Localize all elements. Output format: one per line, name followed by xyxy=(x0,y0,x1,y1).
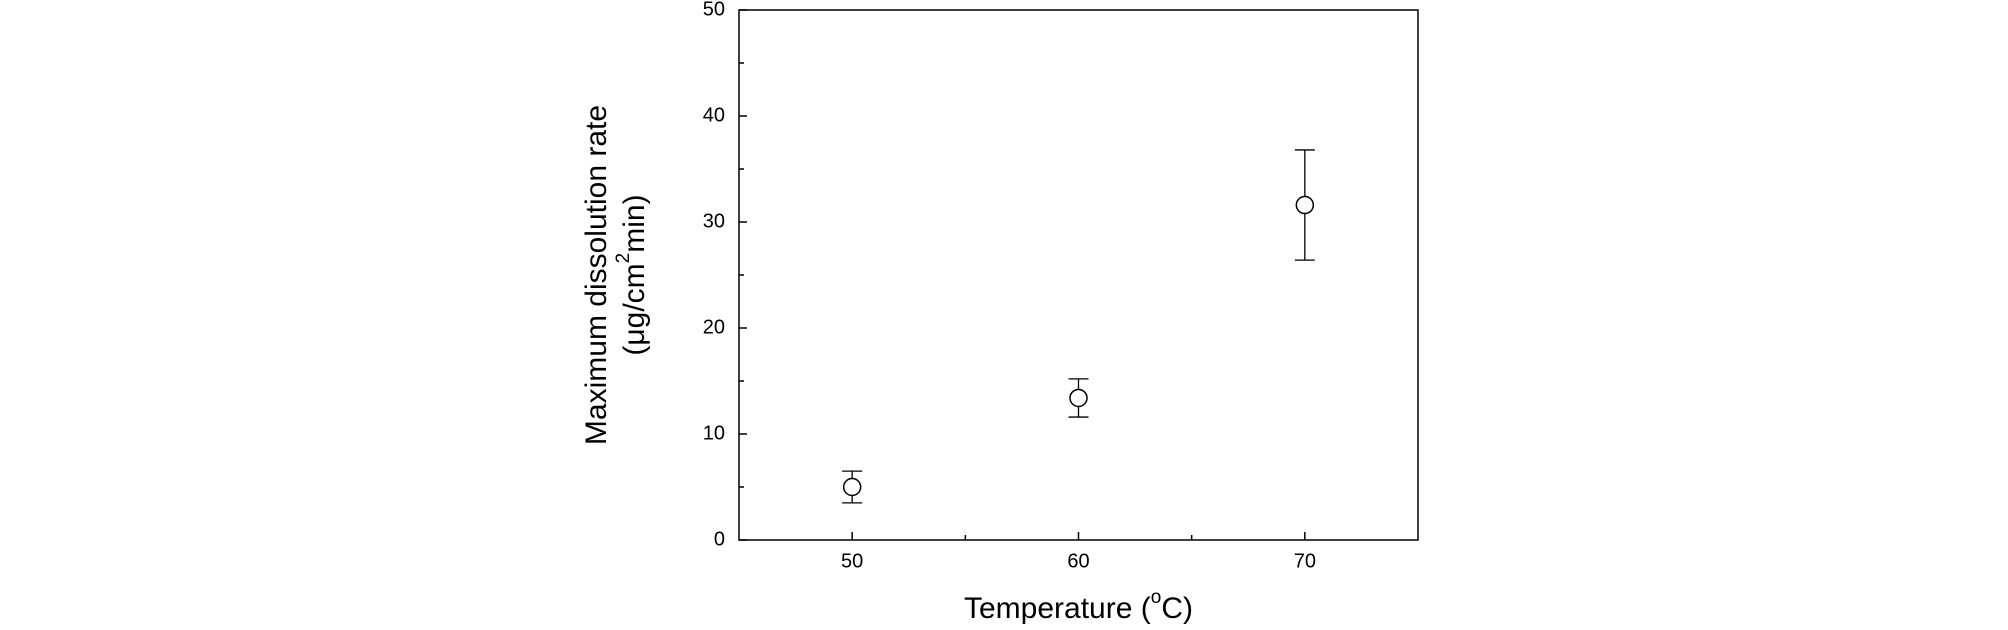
y-tick-label: 0 xyxy=(714,528,725,550)
y-axis-label-units: (μg/cm2min) xyxy=(613,194,651,355)
y-tick-label: 10 xyxy=(703,422,725,444)
point xyxy=(842,477,862,497)
y-label-after: min) xyxy=(618,194,651,252)
y-tick-label: 20 xyxy=(703,316,725,338)
x-label-text: Temperature ( xyxy=(964,592,1151,625)
x-tick-label: 70 xyxy=(1294,550,1316,572)
plot-frame xyxy=(738,9,1419,541)
y-label-sup: 2 xyxy=(613,253,634,264)
y-tick-label: 30 xyxy=(703,210,725,232)
error-bar xyxy=(1068,378,1089,418)
x-tick-label: 60 xyxy=(1067,550,1089,572)
error-bar xyxy=(1294,149,1315,261)
point xyxy=(1295,195,1315,215)
y-tick-label: 40 xyxy=(703,104,725,126)
y-tick-label: 50 xyxy=(703,0,725,20)
error-bar xyxy=(842,470,863,504)
y-axis-label: Maximum dissolution rate xyxy=(580,105,613,445)
x-label-sup: o xyxy=(1151,587,1162,608)
point xyxy=(1069,388,1088,408)
x-axis-label: Temperature (oC) xyxy=(964,587,1193,625)
x-label-after: C) xyxy=(1161,592,1193,625)
y-label-text: (μg/cm xyxy=(618,263,651,355)
x-tick-label: 50 xyxy=(841,550,863,572)
